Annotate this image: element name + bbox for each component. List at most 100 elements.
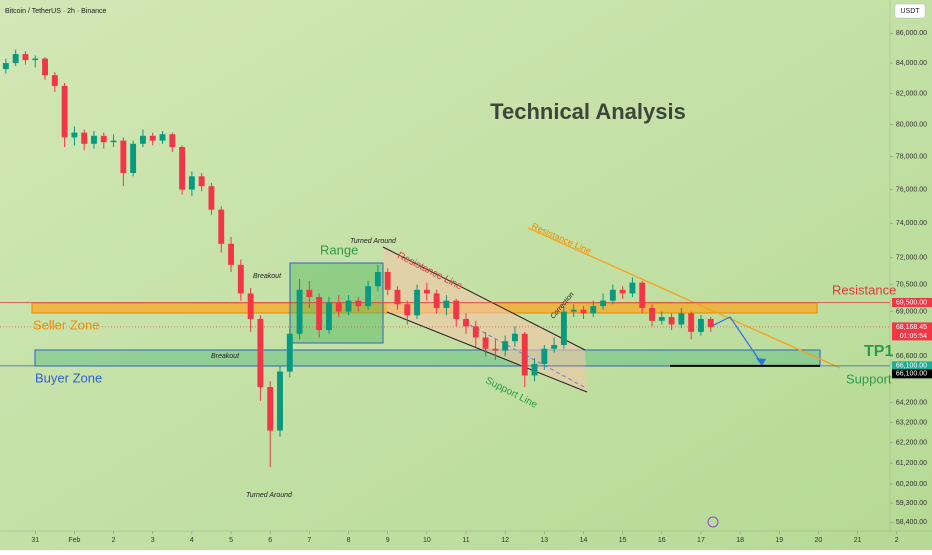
- candle-body: [502, 341, 509, 351]
- candle-body: [32, 58, 39, 61]
- zones: [31, 227, 841, 528]
- y-tick-label: 84,000.00: [896, 60, 927, 67]
- candle-body: [12, 54, 19, 64]
- annotation: Turned Around: [246, 492, 293, 499]
- candle-body: [100, 135, 107, 143]
- candle-body: [472, 326, 479, 338]
- y-tick-label: 59,300.00: [896, 500, 927, 507]
- candle-body: [512, 333, 518, 342]
- annotation: Breakout: [253, 273, 282, 280]
- annotation: Buyer Zone: [35, 370, 102, 385]
- channel: [383, 247, 587, 392]
- x-tick-label: 15: [619, 537, 627, 544]
- y-tick-label: 58,400.00: [896, 519, 927, 526]
- x-tick-label: 2: [112, 537, 116, 544]
- candle-body: [198, 176, 205, 187]
- x-tick-label: 9: [386, 537, 390, 544]
- projection-arrow: [711, 316, 763, 365]
- annotation: Range: [320, 242, 358, 257]
- candle-body: [394, 289, 401, 305]
- channel-bottom: [386, 311, 588, 393]
- arrow-head: [756, 358, 766, 366]
- candle-body: [316, 297, 323, 331]
- x-tick-label: 5: [229, 537, 233, 544]
- candle-body: [414, 289, 420, 316]
- candle-body: [257, 318, 264, 388]
- x-tick-label: 31: [31, 537, 39, 544]
- x-tick-label: 8: [347, 537, 351, 544]
- candle-body: [2, 63, 9, 70]
- candle-body: [492, 348, 499, 351]
- y-tick-label: 74,000.00: [896, 220, 927, 227]
- candle-body: [286, 333, 293, 372]
- x-tick-label: 14: [580, 537, 588, 544]
- candle-body: [179, 147, 186, 190]
- x-tick-label: 13: [540, 537, 548, 544]
- candle-body: [188, 176, 195, 190]
- candle-body: [247, 293, 254, 319]
- candle-body: [208, 186, 215, 210]
- candle-body: [629, 282, 636, 294]
- candle-body: [590, 306, 597, 314]
- candle-body: [521, 333, 528, 376]
- price-badge-label: 66,100.00: [896, 363, 927, 370]
- candle-body: [374, 271, 381, 287]
- candle-body: [365, 286, 372, 307]
- y-tick-label: 63,200.00: [896, 419, 927, 426]
- candle-body: [355, 300, 362, 307]
- candle-body: [61, 85, 68, 138]
- candle-body: [600, 300, 606, 307]
- y-tick-label: 76,000.00: [896, 186, 927, 193]
- y-tick-label: 86,000.00: [896, 30, 927, 37]
- x-tick-label: 17: [697, 537, 705, 544]
- price-badge: [892, 322, 932, 341]
- candle-body: [453, 300, 460, 319]
- annotation: TP1: [864, 343, 893, 360]
- x-tick-label: 2: [895, 537, 899, 544]
- candle-body: [277, 371, 283, 431]
- candle-body: [91, 135, 97, 144]
- candle-body: [218, 209, 225, 244]
- y-tick-label: 72,000.00: [896, 255, 927, 262]
- y-tick-label: 70,500.00: [896, 281, 927, 288]
- x-tick-label: 10: [423, 537, 431, 544]
- resistance-trendline: [527, 227, 841, 369]
- x-tick-label: 21: [854, 537, 862, 544]
- candle-body: [42, 58, 48, 76]
- price-badge: [892, 297, 932, 307]
- x-tick-label: 20: [815, 537, 823, 544]
- candle-body: [267, 387, 274, 431]
- candle-body: [668, 317, 675, 325]
- channel-mid: [469, 324, 587, 389]
- channel-top: [382, 246, 586, 351]
- x-tick-label: 18: [736, 537, 744, 544]
- candle-body: [71, 132, 78, 138]
- candle-body: [560, 311, 567, 345]
- candle-body: [570, 309, 577, 312]
- y-tick-label: 64,200.00: [896, 400, 927, 407]
- candle-body: [51, 75, 58, 86]
- candle-body: [707, 318, 714, 327]
- price-badge-label: 66,100.00: [896, 371, 927, 378]
- candle-body: [463, 318, 469, 327]
- candle-body: [649, 307, 655, 321]
- candle-body: [580, 309, 587, 314]
- candle-body: [541, 348, 548, 364]
- candle-body: [433, 293, 440, 308]
- annotation: Breakout: [211, 353, 240, 360]
- price-badge: [892, 361, 932, 371]
- x-tick-label: 16: [658, 537, 666, 544]
- candle-body: [609, 289, 616, 301]
- y-tick-label: 66,600.00: [896, 353, 927, 360]
- annotation: Resistance: [832, 282, 896, 297]
- candle-body: [639, 282, 646, 308]
- candle-body: [619, 289, 626, 294]
- candle-body: [81, 132, 88, 144]
- candle-body: [345, 300, 352, 312]
- x-tick-label: 12: [501, 537, 509, 544]
- price-countdown: 01:05:54: [900, 333, 927, 340]
- candle-body: [237, 264, 244, 294]
